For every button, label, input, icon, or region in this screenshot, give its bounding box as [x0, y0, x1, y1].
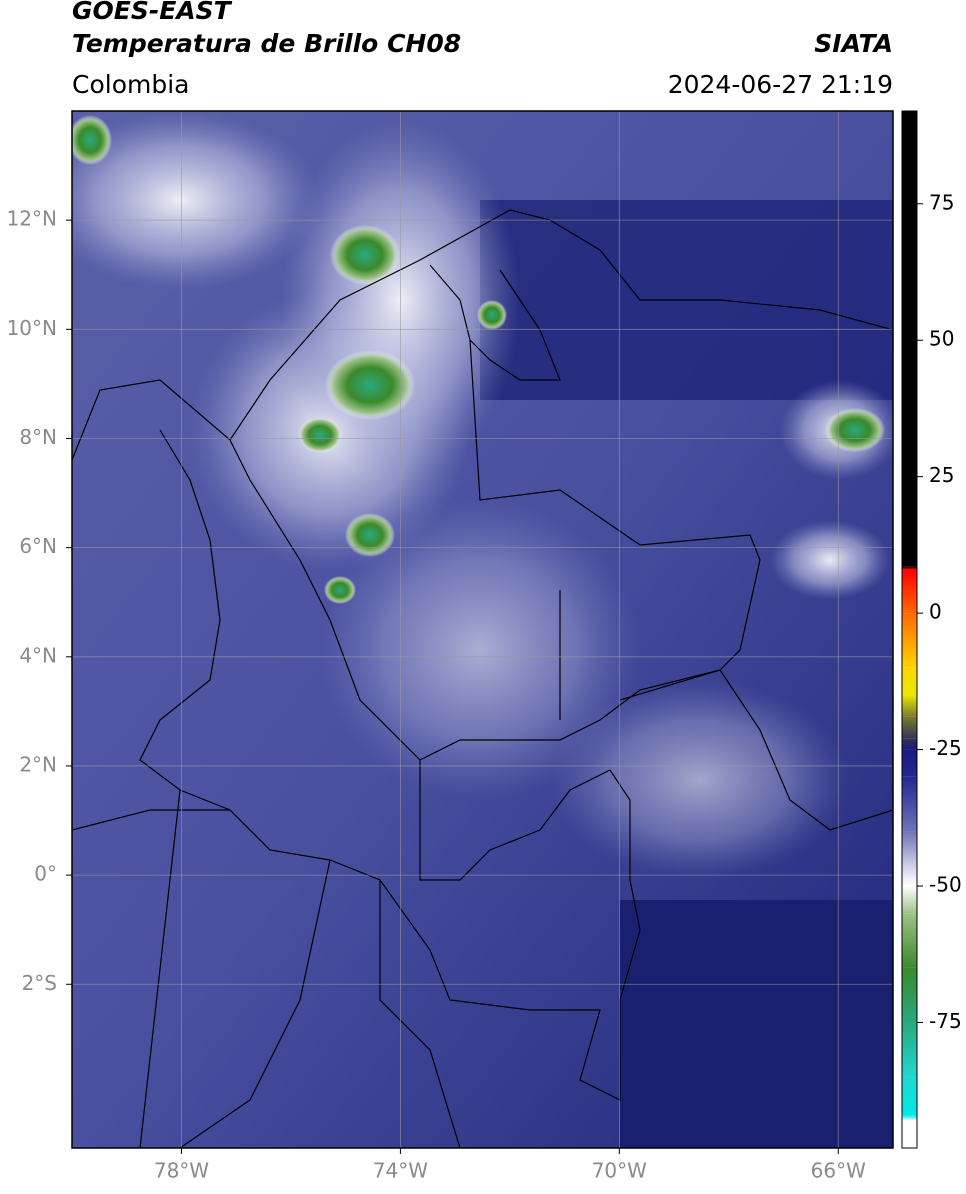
map-frame	[71, 110, 894, 1149]
colorbar-tick-label: 50	[929, 327, 954, 351]
colorbar-segment	[902, 1022, 917, 1078]
grid	[72, 111, 893, 1148]
colorbar-segment	[902, 1120, 917, 1148]
colorbar-tick-label: 0	[929, 600, 942, 624]
colorbar-tick-label: -50	[929, 873, 962, 897]
storm	[298, 417, 342, 453]
timestamp: 2024-06-27 21:19	[668, 70, 893, 99]
storm	[477, 300, 507, 330]
colorbar-segment	[902, 1077, 917, 1116]
colorbar-tick-label: 75	[929, 190, 954, 214]
colorbar-segment	[902, 667, 917, 695]
colorbar-segment	[902, 613, 917, 668]
y-tick-label: 6°N	[19, 534, 57, 558]
storm	[72, 115, 112, 165]
title: GOES-EAST	[72, 0, 233, 25]
colorbar-segment	[902, 913, 917, 968]
satellite-image	[72, 111, 893, 1148]
storm	[330, 225, 400, 285]
region: Colombia	[72, 70, 189, 99]
x-tick-label: 70°W	[592, 1159, 647, 1183]
colorbar-segment	[902, 967, 917, 1023]
colorbar-segment	[902, 831, 917, 876]
y-tick-label: 10°N	[7, 316, 57, 340]
cloud	[72, 111, 320, 290]
colorbar-segment	[902, 1115, 917, 1121]
storm	[325, 350, 415, 420]
cloud	[770, 520, 890, 600]
colorbar-segment	[902, 886, 917, 914]
cloud	[550, 680, 850, 880]
y-tick-label: 2°N	[19, 752, 57, 776]
storm	[324, 576, 356, 604]
subtitle: Temperatura de Brillo CH08	[72, 29, 461, 58]
colorbar-segment	[902, 566, 917, 570]
x-tick-label: 66°W	[811, 1159, 866, 1183]
colorbar-segment	[902, 875, 917, 887]
colorbar-segment	[902, 111, 917, 567]
storm	[825, 408, 885, 452]
y-tick-label: 8°N	[19, 425, 57, 449]
colorbar-tick-label: -75	[929, 1009, 962, 1033]
y-tick-label: 0°	[34, 862, 57, 886]
colorbar-segment	[902, 716, 917, 739]
colorbar	[902, 111, 917, 1148]
colorbar-tick-label: -25	[929, 736, 962, 760]
source: SIATA	[814, 29, 893, 58]
x-tick-label: 78°W	[154, 1159, 209, 1183]
colorbar-tick-label: 25	[929, 463, 954, 487]
y-tick-label: 2°S	[22, 971, 57, 995]
x-tick-label: 74°W	[373, 1159, 428, 1183]
colorbar-frame	[901, 110, 918, 1149]
colorbar-segment	[902, 776, 917, 832]
clear-area	[620, 900, 893, 1148]
colorbar-segment	[902, 569, 917, 614]
borders	[72, 209, 893, 1148]
colorbar-segment	[902, 738, 917, 750]
colorbar-segment	[902, 694, 917, 717]
colorbar-segment	[902, 749, 917, 777]
y-tick-label: 12°N	[7, 207, 57, 231]
storm	[345, 513, 395, 557]
y-tick-label: 4°N	[19, 643, 57, 667]
